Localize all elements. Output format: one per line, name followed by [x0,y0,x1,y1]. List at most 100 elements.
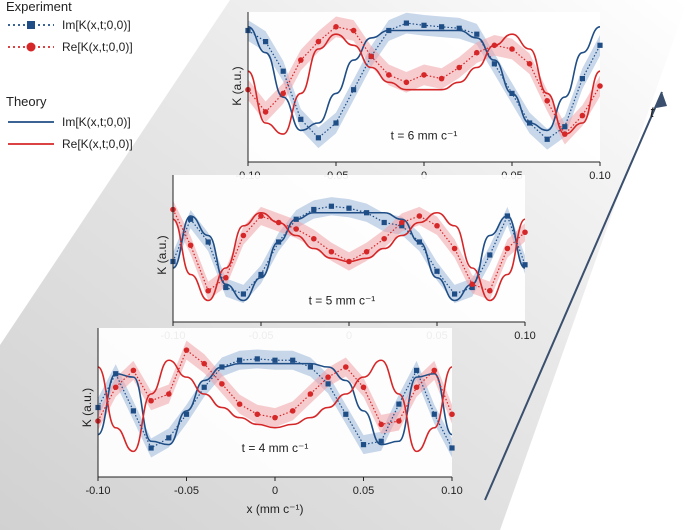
data-point-re [328,248,335,255]
data-point-re [562,131,568,137]
x-tick-label: 0.10 [514,330,535,342]
data-point-re [579,112,586,119]
time-annotation: t = 5 mm c⁻¹ [309,293,376,307]
theory-line-im [97,362,453,446]
data-point-re [343,364,349,370]
data-point-im [378,438,384,444]
theory-line-im [247,26,601,132]
data-point-re [456,64,463,71]
data-point-re [289,408,296,414]
data-point-re [236,401,243,407]
data-point-im [343,411,349,417]
data-point-re [272,414,278,421]
data-point-im [333,120,339,126]
data-point-im [364,210,370,216]
data-point-im [421,22,427,28]
experiment-line-im [172,205,526,295]
data-point-re [219,381,225,387]
legend: Experiment Im[K(x,t;0,0)] Re[K(x,t;0,0)]… [0,0,190,160]
data-point-re [280,90,287,97]
data-point-im [416,239,422,245]
data-point-im [504,213,510,219]
data-point-re [386,72,392,78]
data-point-re [148,397,154,404]
data-point-im [509,90,515,96]
data-point-im [254,356,260,362]
data-point-im [263,39,269,45]
time-arrow-shaft [484,91,663,501]
data-point-re [403,79,410,86]
data-point-re [449,411,455,418]
data-point-re [526,61,533,67]
legend-exp-im-swatch [8,21,54,29]
data-point-im [298,116,304,122]
data-point-re [509,46,515,52]
data-point-re [346,258,352,265]
data-point-re [378,421,385,428]
data-point-re [360,384,367,391]
y-axis-label: K (a.u.) [155,235,169,274]
legend-exp-re-label: Re[K(x,t;0,0)] [62,40,133,54]
data-point-re [421,72,427,78]
x-tick-label: -0.05 [174,485,199,497]
data-point-re [275,219,282,226]
data-point-im [381,219,387,226]
data-point-re [254,411,261,418]
x-axis-label: x (mm c⁻¹) [247,502,304,516]
data-point-re [522,229,528,236]
data-point-im [205,239,211,245]
data-point-im [449,445,455,451]
data-point-im [487,252,493,258]
data-point-re [413,384,420,391]
data-point-re [474,49,480,56]
data-point-re [315,38,322,45]
data-point-re [350,27,357,34]
data-point-re [258,213,264,219]
data-point-im [328,203,334,209]
data-point-re [223,274,229,281]
legend-th-re-label: Re[K(x,t;0,0)] [62,137,133,151]
data-point-re [451,245,458,252]
data-point-im [113,371,119,377]
time-arrow-head [656,92,667,108]
data-point-im [293,216,299,222]
data-point-im [579,76,585,82]
data-point-re [240,232,247,239]
data-point-im [223,284,229,291]
data-point-im [396,401,402,407]
data-point-re [205,287,211,294]
data-point-re [597,83,603,89]
data-point-im [597,42,603,48]
data-point-re [469,281,476,288]
data-point-im [403,20,409,26]
data-point-im [386,27,392,34]
experiment-line-re [172,209,526,292]
data-point-re [130,367,137,374]
data-point-im [469,284,475,291]
data-point-im [280,68,286,74]
y-axis-label: K (a.u.) [80,388,94,427]
data-point-im [431,411,437,417]
data-point-im [360,442,367,448]
data-point-im [527,120,533,126]
data-point-im [237,357,243,363]
data-point-re [262,109,269,115]
legend-th-re-swatch [8,143,54,145]
data-point-re [112,384,119,391]
x-tick-label: 0 [272,485,278,497]
x-tick-label: -0.10 [85,485,110,497]
legend-th-im-swatch [8,121,54,123]
data-point-re [396,418,402,424]
data-point-re [325,374,331,380]
data-point-im [544,136,550,142]
data-point-re [201,360,207,367]
y-axis-label: K (a.u.) [230,66,244,105]
data-point-im [346,205,352,211]
data-point-im [562,124,568,130]
data-point-re [491,42,498,49]
data-point-re [166,391,172,397]
data-point-im [315,135,321,141]
data-point-re [183,347,190,353]
time-annotation: t = 6 mm c⁻¹ [391,128,458,142]
